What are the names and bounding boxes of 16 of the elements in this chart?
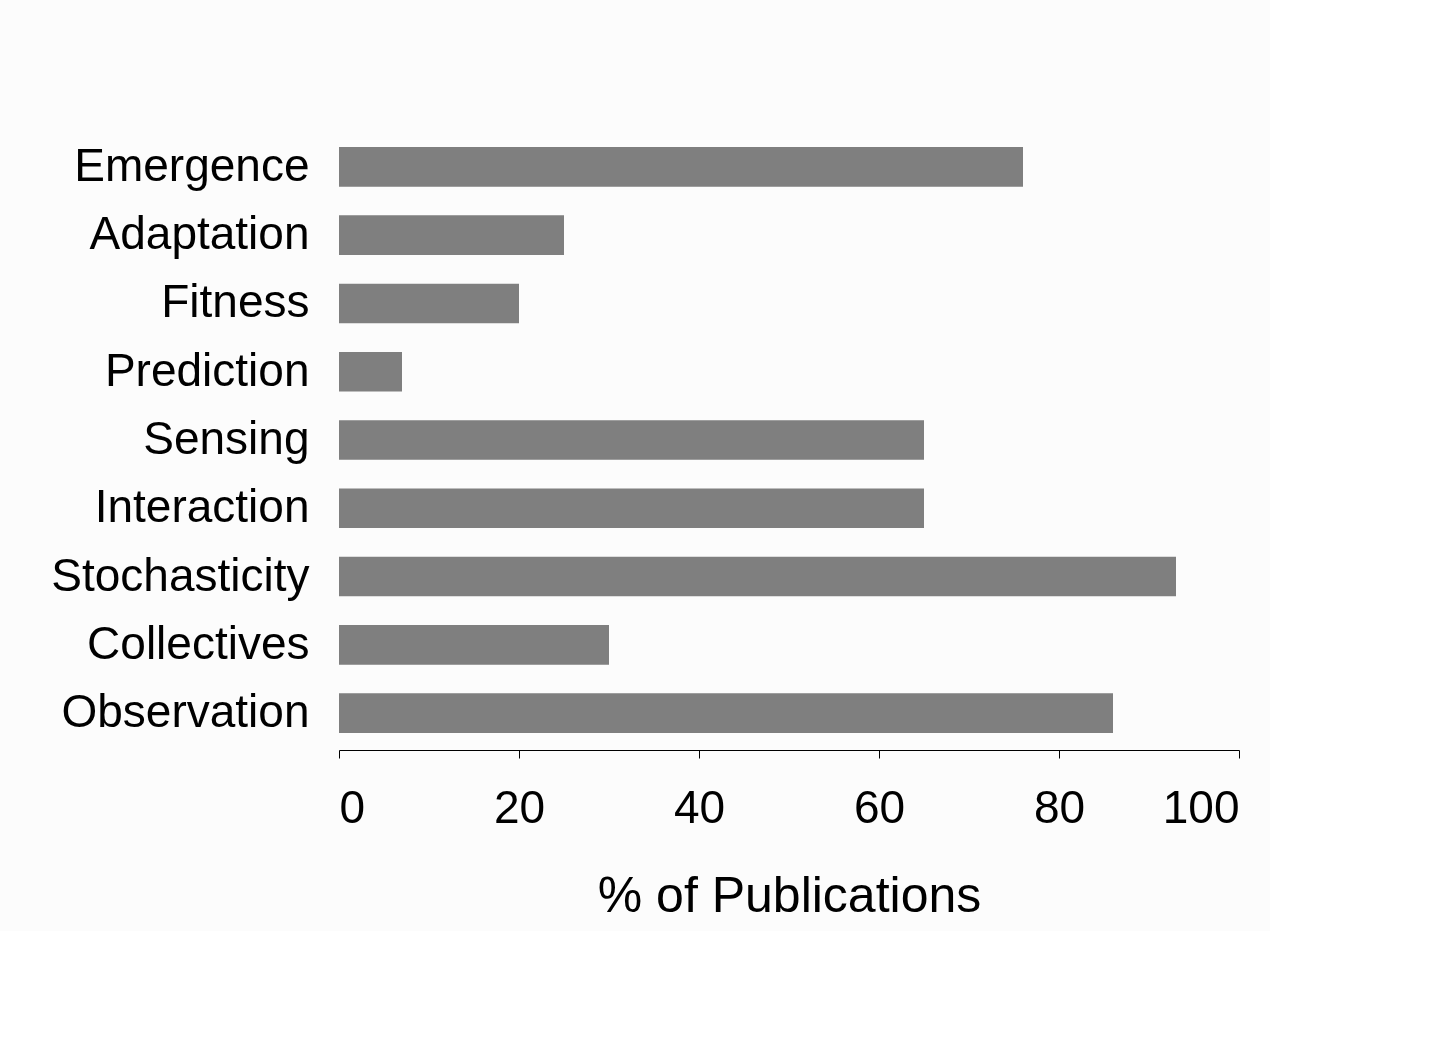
y-tick-label: Prediction [104,343,310,396]
x-tick-label: 40 [673,780,726,833]
x-tick-label: 0 [339,780,366,833]
y-tick-label: Fitness [161,275,310,328]
y-tick-label: Emergence [74,138,310,191]
x-axis-title: % of Publications [597,866,982,923]
y-tick-label: Sensing [143,412,310,464]
x-tick-label: 20 [493,780,546,833]
x-tick-label: 100 [1162,780,1240,833]
x-tick-label: 60 [853,780,906,833]
y-tick-label: Interaction [94,480,310,533]
y-tick-label: Adaptation [89,207,310,260]
x-tick-label: 80 [1033,780,1086,833]
y-tick-label: Collectives [87,616,310,669]
y-tick-label: Observation [61,685,310,738]
y-tick-label: Stochasticity [51,548,310,601]
